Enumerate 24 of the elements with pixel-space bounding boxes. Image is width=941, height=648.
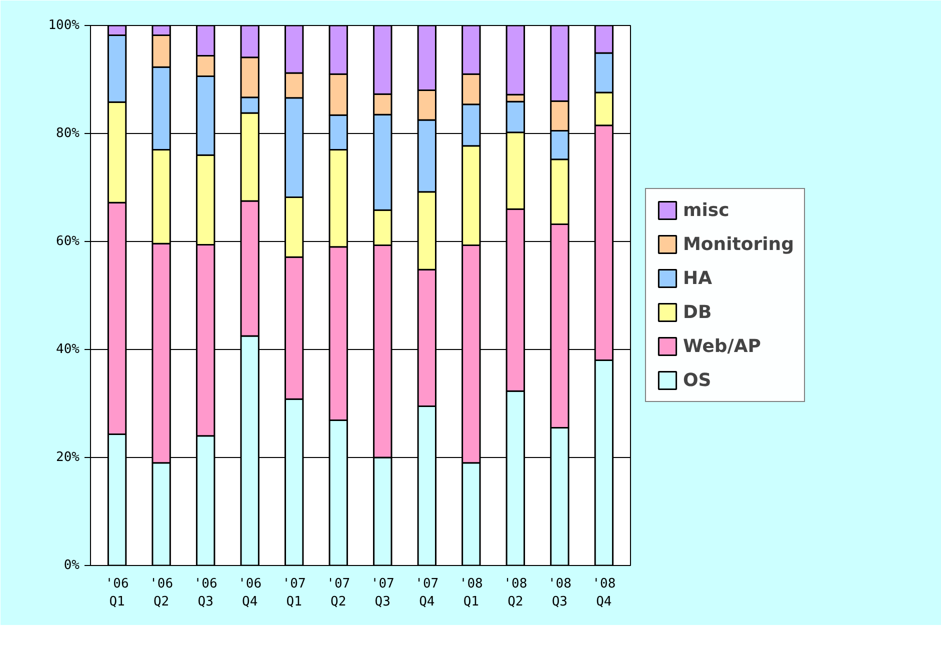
legend-label: DB	[683, 302, 712, 322]
x-tick-label: '08 Q4	[592, 576, 616, 610]
x-tick-label: '07 Q1	[282, 576, 306, 610]
y-tick-label: 0%	[64, 558, 80, 573]
x-tick-label: '06 Q1	[105, 576, 129, 610]
legend-label: OS	[683, 370, 712, 390]
x-tick-label: '07 Q2	[326, 576, 350, 610]
x-tick-label: '06 Q2	[150, 576, 174, 610]
x-tick-label: '07 Q3	[370, 576, 394, 610]
x-tick-label: '07 Q4	[415, 576, 439, 610]
y-tick-label: 80%	[56, 126, 80, 141]
legend-label: HA	[683, 268, 712, 288]
x-tick-label: '08 Q2	[504, 576, 528, 610]
y-tick-label: 40%	[56, 342, 80, 357]
y-tick-label: 20%	[56, 450, 80, 465]
legend-label: Web/AP	[683, 336, 762, 356]
x-tick-label: '08 Q1	[459, 576, 483, 610]
x-tick-label: '06 Q3	[194, 576, 218, 610]
legend-label: Monitoring	[683, 234, 794, 254]
legend-label: misc	[683, 200, 730, 220]
x-tick-label: '06 Q4	[238, 576, 262, 610]
y-tick-label: 100%	[48, 18, 80, 33]
y-tick-label: 60%	[56, 234, 80, 249]
x-tick-label: '08 Q3	[548, 576, 572, 610]
